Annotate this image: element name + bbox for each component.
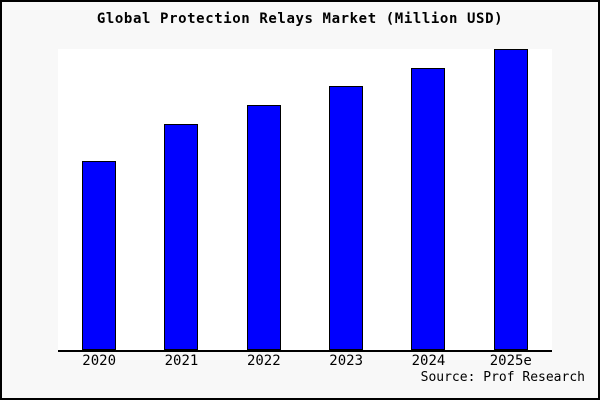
chart-title: Global Protection Relays Market (Million… bbox=[96, 11, 504, 27]
bar-2023 bbox=[329, 86, 364, 350]
source-note: Source: Prof Research bbox=[420, 370, 585, 385]
bar-slot-2020 bbox=[58, 49, 140, 350]
bar-slot-2021 bbox=[140, 49, 222, 350]
bars-container bbox=[58, 49, 552, 350]
x-axis-label-2023: 2023 bbox=[329, 353, 363, 369]
bar-2022 bbox=[246, 105, 281, 350]
x-axis-labels: 2020 2021 2022 2023 2024 2025e bbox=[58, 354, 552, 368]
x-axis-label-2020: 2020 bbox=[82, 353, 117, 369]
bar-slot-2023 bbox=[305, 49, 387, 350]
plot-area bbox=[58, 49, 552, 352]
bar-slot-2022 bbox=[223, 49, 305, 350]
bar-2021 bbox=[164, 124, 199, 350]
x-axis-label-2024: 2024 bbox=[411, 353, 446, 369]
bar-slot-2025e bbox=[470, 49, 552, 350]
x-axis-label-2021: 2021 bbox=[164, 353, 199, 369]
x-axis-label-2025e: 2025e bbox=[489, 353, 532, 369]
bar-2020 bbox=[82, 161, 117, 350]
bar-slot-2024 bbox=[387, 49, 469, 350]
bar-2024 bbox=[411, 68, 446, 350]
x-axis-label-2022: 2022 bbox=[246, 353, 281, 369]
bar-2025e bbox=[493, 49, 528, 350]
